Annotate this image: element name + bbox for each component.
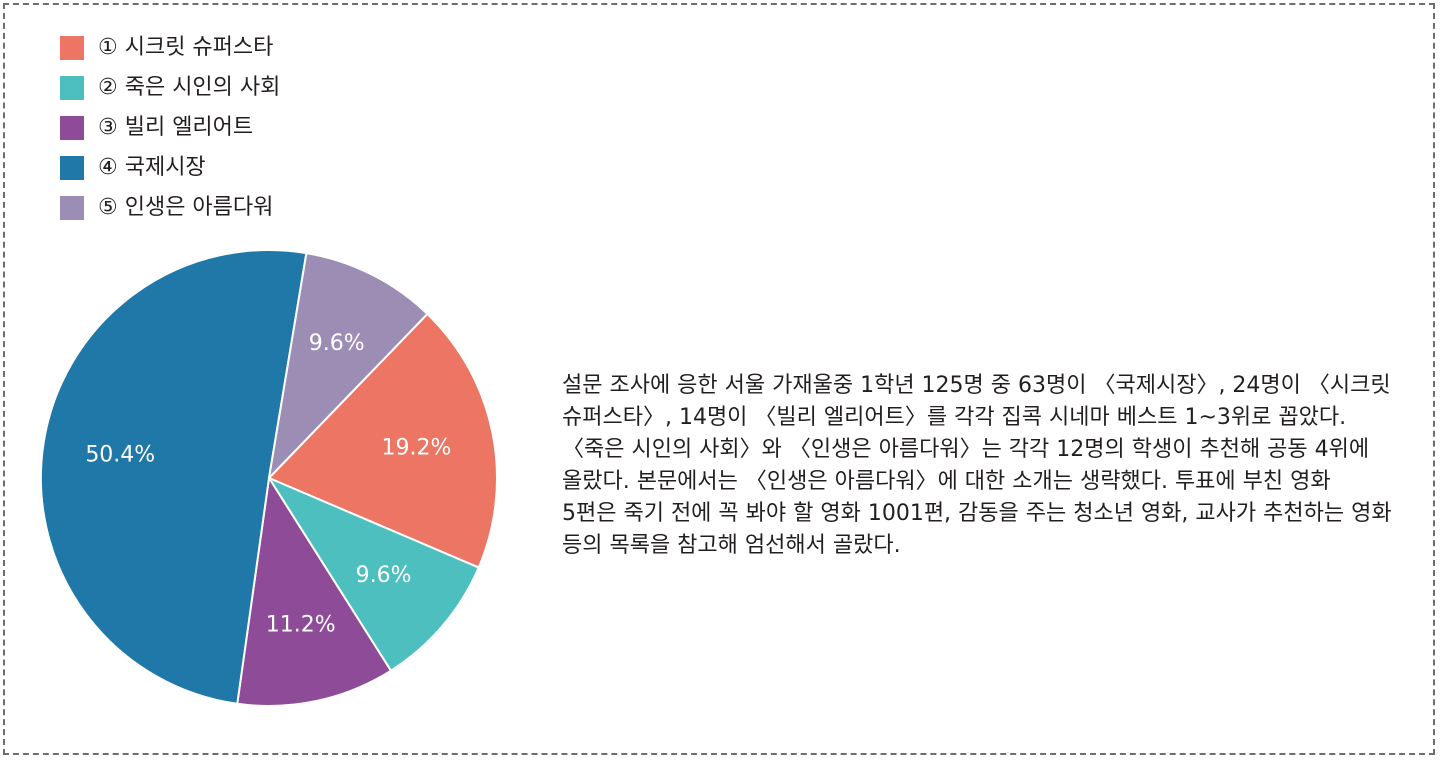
legend-swatch	[60, 36, 84, 60]
legend-item-life-is-beautiful: ⑤ 인생은 아름다워	[60, 188, 280, 228]
legend-swatch	[60, 76, 84, 100]
chart-description: 설문 조사에 응한 서울 가재울중 1학년 125명 중 63명이 〈국제시장〉…	[562, 373, 1392, 558]
pie-chart: 19.2% 9.6% 11.2% 50.4% 9.6%	[39, 248, 498, 707]
legend-label: ⑤ 인생은 아름다워	[98, 195, 274, 220]
chart-legend: ① 시크릿 슈퍼스타 ② 죽은 시인의 사회 ③ 빌리 엘리어트 ④ 국제시장 …	[60, 28, 280, 228]
legend-swatch	[60, 196, 84, 220]
pie-slice-label-1: 19.2%	[382, 436, 452, 461]
pie-slice-label-3: 11.2%	[266, 613, 336, 638]
pie-slice-3	[236, 477, 392, 707]
pie-slice-5	[268, 252, 429, 479]
legend-swatch	[60, 116, 84, 140]
legend-label: ④ 국제시장	[98, 155, 206, 180]
pie-slice-label-2: 9.6%	[356, 563, 412, 588]
legend-item-secret-superstar: ① 시크릿 슈퍼스타	[60, 28, 280, 68]
legend-label: ① 시크릿 슈퍼스타	[98, 35, 274, 60]
legend-label: ② 죽은 시인의 사회	[98, 75, 281, 100]
legend-label: ③ 빌리 엘리어트	[98, 115, 254, 140]
pie-slice-2	[268, 477, 480, 672]
pie-slice-4	[39, 248, 308, 705]
figure-frame	[3, 3, 1435, 755]
legend-swatch	[60, 156, 84, 180]
pie-slice-label-4: 50.4%	[85, 443, 155, 468]
legend-item-ode-to-my-father: ④ 국제시장	[60, 148, 280, 188]
legend-item-billy-elliot: ③ 빌리 엘리어트	[60, 108, 280, 148]
pie-slice-label-5: 9.6%	[309, 331, 365, 356]
pie-slice-1	[268, 312, 498, 569]
legend-item-dead-poets-society: ② 죽은 시인의 사회	[60, 68, 280, 108]
